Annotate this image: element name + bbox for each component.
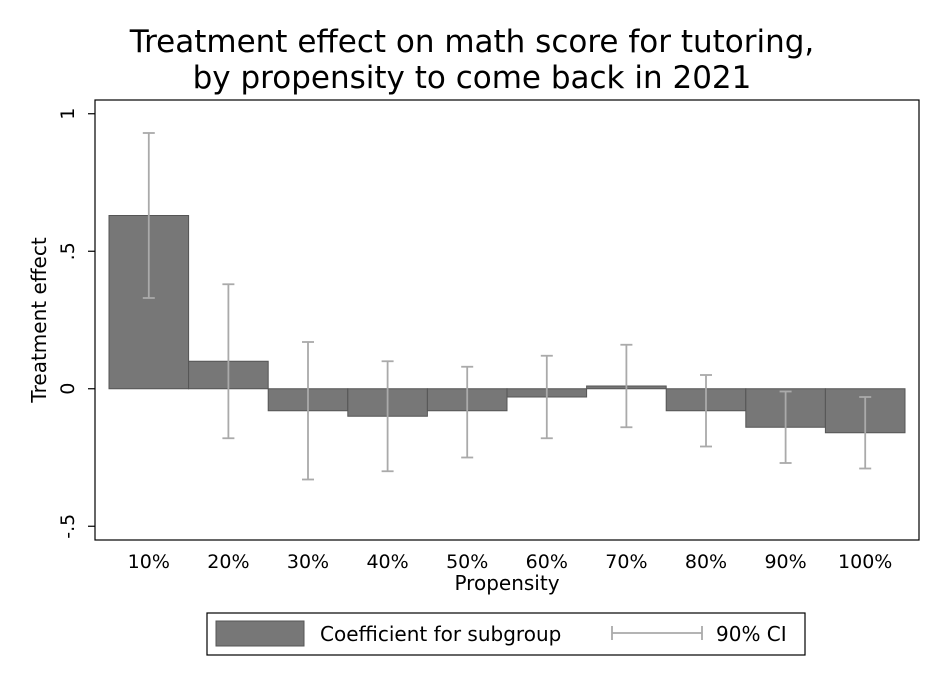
legend-box [206,612,806,656]
x-tick-label: 80% [685,551,727,573]
chart-title: Treatment effect on math score for tutor… [0,24,944,96]
x-axis-label: Propensity [454,571,559,595]
x-axis-ticks: 10% 20% 30% 40% 50% 60% 70% 80% 90% 100% [128,551,893,573]
ci-bar-5 [461,365,474,459]
ci-bar-3 [302,341,314,481]
plot-area [94,99,920,541]
x-tick-label: 90% [764,551,806,573]
ci-bar-4 [381,360,394,473]
x-tick-label: 60% [526,551,568,573]
x-tick-label: 70% [605,551,647,573]
legend-ci-swatch [611,626,703,640]
legend: Coefficient for subgroup 90% CI [206,612,806,656]
y-tick-label: -.5 [57,514,79,539]
y-axis-ticks: 1 .5 0 -.5 [57,108,95,539]
legend-series-label: Coefficient for subgroup [320,622,561,646]
ci-bar-7 [620,343,633,429]
x-tick-label: 40% [366,551,408,573]
chart-title-line-2: by propensity to come back in 2021 [192,60,752,96]
x-tick-label: 10% [128,551,170,573]
legend-bar-swatch [215,620,305,647]
ci-bar-10 [859,396,872,470]
y-axis-label: Treatment effect [27,237,51,404]
y-tick-label: 0 [57,383,79,395]
ci-bar-8 [700,374,712,448]
x-tick-label: 50% [446,551,488,573]
bars-group [108,215,906,434]
ci-bar-2 [222,283,235,440]
x-tick-label: 100% [838,551,892,573]
y-tick-label: .5 [57,242,79,260]
chart-title-line-1: Treatment effect on math score for tutor… [129,24,815,60]
ci-bar-1 [142,132,155,299]
ci-group [142,132,872,481]
ci-bar-9 [779,390,792,464]
x-tick-label: 20% [207,551,249,573]
legend-ci-label: 90% CI [716,622,787,646]
x-tick-label: 30% [287,551,329,573]
ci-bar-6 [540,354,553,440]
y-tick-label: 1 [57,108,79,120]
